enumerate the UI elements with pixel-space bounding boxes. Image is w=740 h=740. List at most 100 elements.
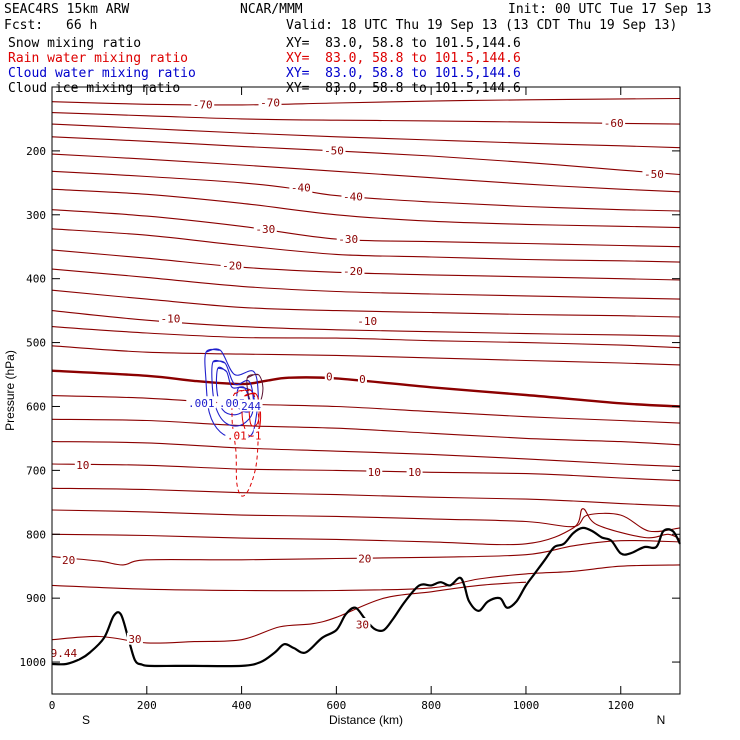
cloud-water-contour — [236, 386, 255, 413]
isotherm-line — [51, 508, 681, 546]
x-tick-label: 200 — [137, 699, 157, 712]
forecast-hours: 66 h — [66, 18, 98, 33]
isotherm-label-bg — [406, 465, 423, 478]
isotherm-line — [51, 136, 681, 176]
isotherm-label-bg — [642, 167, 666, 180]
isotherm-label: -40 — [343, 190, 363, 203]
init-time: Init: 00 UTC Tue 17 Sep 13 — [508, 2, 712, 17]
rain-label-bg — [253, 428, 263, 441]
x-tick-label: 1200 — [608, 699, 635, 712]
isotherm-label: -70 — [260, 96, 280, 109]
isotherm-line — [51, 153, 681, 193]
isotherm-line — [51, 112, 681, 125]
plot-frame — [51, 86, 681, 695]
isotherm-label-bg — [220, 258, 244, 271]
cloud-water-label: .005 — [219, 397, 246, 410]
x-tick-label: 600 — [326, 699, 346, 712]
isotherm-label-bg — [341, 264, 365, 277]
y-tick-label: 300 — [26, 209, 46, 222]
isotherm-label-bg — [355, 314, 379, 327]
isotherm-label: 30 — [128, 633, 141, 646]
isotherm-line — [51, 310, 681, 337]
cloud-water-label: .001 — [188, 397, 215, 410]
isotherm-label: -50 — [644, 168, 664, 181]
isotherm-label-bg — [258, 95, 282, 108]
field-rain-label: Rain water mixing ratio — [8, 51, 189, 66]
field-snow-label: Snow mixing ratio — [8, 36, 142, 51]
isotherm-label: 20 — [358, 553, 371, 566]
isotherm-line — [51, 441, 681, 468]
isotherm-label: 30 — [356, 618, 369, 631]
rain-label-bg — [225, 428, 249, 441]
y-tick-label: 1000 — [20, 656, 47, 669]
isotherm-label-bg — [191, 97, 215, 110]
y-axis-label: Pressure (hPa) — [3, 350, 17, 431]
axes: 0 200 400 600 800 1000 12002003004005006007008… — [20, 87, 680, 712]
y-tick-label: 700 — [26, 464, 46, 477]
y-tick-label: 800 — [26, 528, 46, 541]
isotherm-label: 9.44 — [51, 647, 78, 660]
isotherm-label-bg — [60, 553, 77, 566]
isotherm-label-bg — [74, 458, 91, 471]
x-tick-label: 800 — [421, 699, 441, 712]
isotherm-label: -20 — [343, 265, 363, 278]
isotherm-label: -10 — [357, 315, 377, 328]
isotherm-label: 10 — [408, 466, 421, 479]
isotherm-label: 10 — [76, 459, 89, 472]
field-cloud-water-label: Cloud water mixing ratio — [8, 66, 196, 81]
north-end-label: N — [657, 713, 666, 727]
isotherm-label: 0 — [326, 371, 333, 384]
isotherm-label-bg — [126, 632, 143, 645]
valid-time: Valid: 18 UTC Thu 19 Sep 13 (13 CDT Thu … — [286, 18, 678, 33]
forecast-label: Fcst: — [4, 18, 44, 33]
isotherm-label: 10 — [368, 466, 381, 479]
y-tick-label: 500 — [26, 337, 46, 350]
isotherm-label: -20 — [222, 259, 242, 272]
x-tick-label: 1000 — [513, 699, 540, 712]
center-label: NCAR/MMM — [240, 2, 303, 17]
y-tick-label: 600 — [26, 400, 46, 413]
isotherm-label-bg — [366, 465, 383, 478]
y-tick-label: 400 — [26, 273, 46, 286]
isotherm-label: -50 — [324, 144, 344, 157]
cloud-water-label-bg — [239, 399, 263, 412]
isotherm-label-bg — [354, 617, 371, 630]
isotherm-line — [51, 369, 681, 408]
isotherm-label-bg — [158, 311, 182, 324]
isotherm-line — [51, 209, 681, 248]
isotherm-label-bg — [602, 116, 626, 129]
isotherm-line — [51, 228, 681, 263]
cloud-water-label-bg — [186, 396, 217, 409]
isotherm-label: 20 — [62, 554, 75, 567]
isotherm-label-bg — [253, 222, 277, 235]
isotherm-label: -30 — [338, 233, 358, 246]
isotherm-line — [51, 345, 681, 366]
isotherm-label-bg — [341, 189, 365, 202]
rain-label: .01 — [227, 429, 247, 442]
terrain-profile — [51, 526, 681, 668]
isotherm-label: -10 — [161, 312, 181, 325]
field-snow-xy: XY= 83.0, 58.8 to 101.5,144.6 — [286, 36, 521, 51]
isotherm-label: -30 — [255, 223, 275, 236]
isotherm-line — [51, 188, 681, 229]
model-title: SEAC4RS 15km ARW — [4, 2, 130, 17]
isotherm-line — [51, 539, 681, 566]
isotherm-label: 0 — [359, 373, 366, 386]
cloud-water-contour — [211, 359, 255, 427]
isotherm-label: -60 — [604, 117, 624, 130]
isotherm-line — [51, 123, 681, 149]
isotherm-line — [51, 487, 681, 507]
isotherm-line — [51, 509, 681, 533]
isotherm-label-bg — [48, 646, 79, 659]
temperature-contours — [51, 97, 681, 644]
isotherm-label-bg — [289, 180, 313, 193]
y-tick-label: 200 — [26, 145, 46, 158]
isotherm-label: -40 — [291, 181, 311, 194]
isotherm-label-bg — [357, 372, 367, 385]
isotherm-line — [51, 581, 527, 644]
isotherm-line — [51, 326, 681, 349]
field-cloud-water-xy: XY= 83.0, 58.8 to 101.5,144.6 — [286, 66, 521, 81]
isotherm-label-bg — [336, 232, 360, 245]
isotherm-label-bg — [322, 143, 346, 156]
